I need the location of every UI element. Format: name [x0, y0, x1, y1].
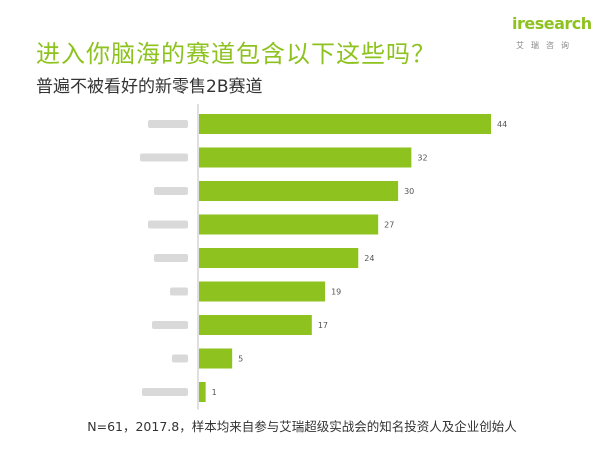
- category-label-blurred: [154, 187, 188, 195]
- category-label-blurred: [140, 153, 188, 162]
- footnote: N=61，2017.8，样本均来自参与艾瑞超级实战会的知名投资人及企业创始人: [87, 419, 517, 434]
- category-label-blurred: [154, 254, 188, 262]
- bar: [199, 315, 312, 335]
- bar: [199, 214, 379, 235]
- category-label-blurred: [148, 120, 188, 128]
- bar: [199, 281, 326, 302]
- logo-subtitle: 艾瑞咨询: [516, 41, 576, 50]
- data-label: 17: [318, 321, 328, 330]
- bar: [199, 114, 491, 134]
- data-label: 32: [417, 154, 427, 163]
- bar: [199, 382, 206, 402]
- data-label: 19: [331, 288, 341, 297]
- bar: [199, 248, 359, 268]
- page-title: 进入你脑海的赛道包含以下这些吗？: [36, 40, 436, 68]
- category-label-blurred: [148, 220, 188, 229]
- data-label: 5: [238, 355, 243, 364]
- category-label-blurred: [152, 321, 188, 329]
- iresearch-logo: iresearch 艾瑞咨询: [512, 14, 592, 62]
- data-label: 30: [404, 187, 414, 196]
- bar: [199, 147, 412, 168]
- bar: [199, 181, 399, 201]
- data-label: 1: [212, 388, 217, 397]
- category-label-blurred: [172, 354, 188, 363]
- data-label: 24: [364, 254, 374, 263]
- category-label-blurred: [170, 287, 188, 296]
- bar-chart: 44 32 30 27 24 19 17 5 1: [140, 104, 507, 410]
- category-label-blurred: [142, 388, 188, 396]
- page-subtitle: 普遍不被看好的新零售2B赛道: [36, 77, 263, 97]
- data-label: 27: [384, 221, 394, 230]
- logo-word: iresearch: [512, 14, 592, 33]
- data-label: 44: [497, 120, 507, 129]
- bar: [199, 348, 233, 369]
